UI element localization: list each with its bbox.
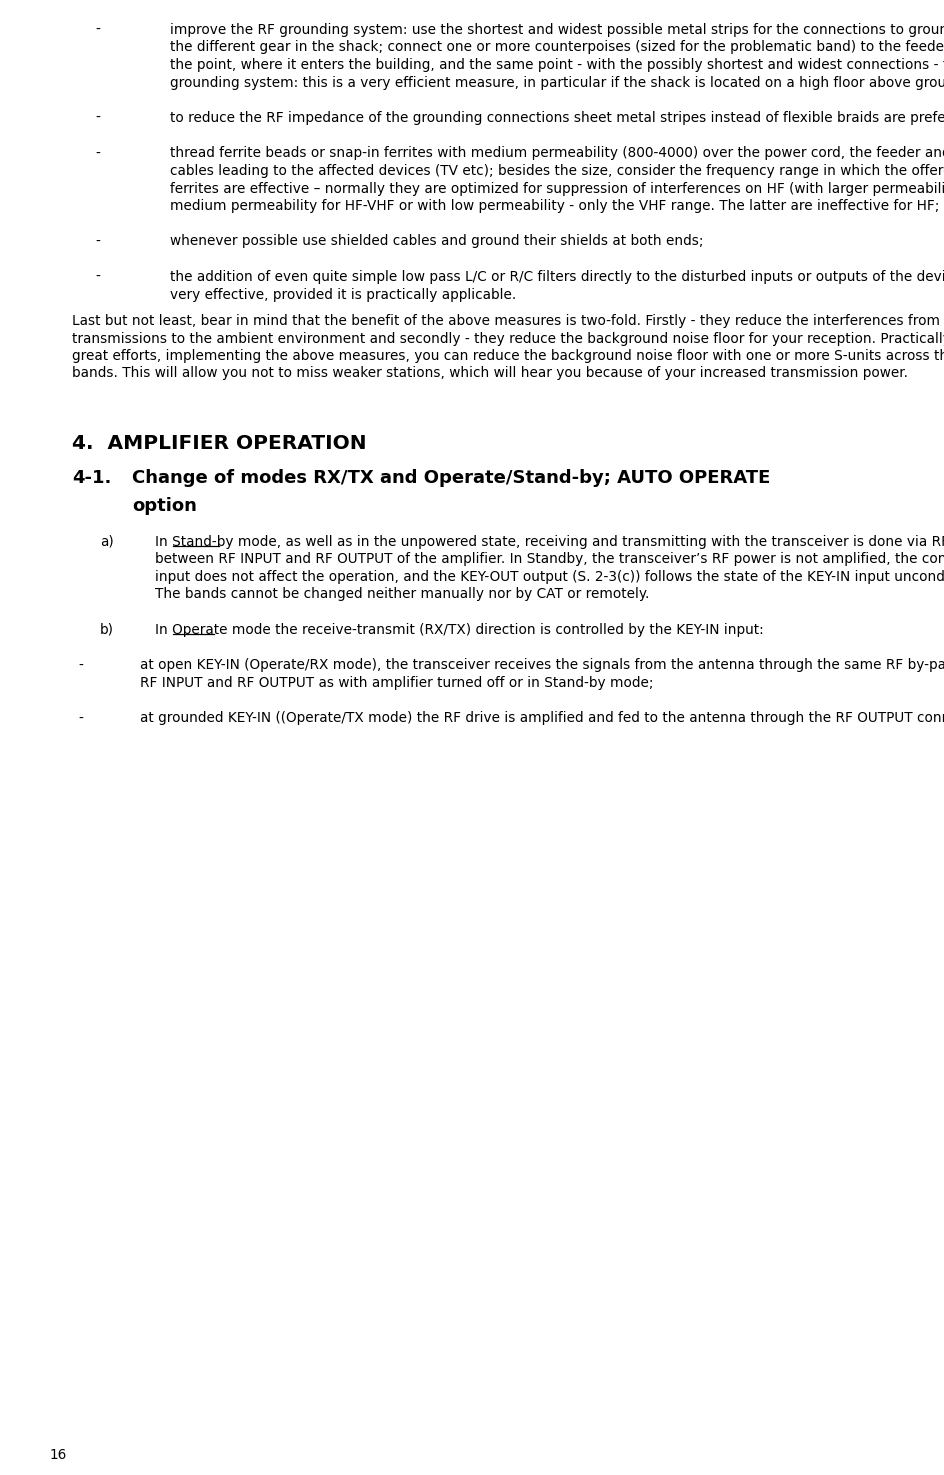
Text: the addition of even quite simple low pass L/C or R/C filters directly to the di: the addition of even quite simple low pa… [170, 270, 944, 285]
Text: The bands cannot be changed neither manually nor by CAT or remotely.: The bands cannot be changed neither manu… [155, 587, 649, 602]
Text: RF INPUT and RF OUTPUT as with amplifier turned off or in Stand-by mode;: RF INPUT and RF OUTPUT as with amplifier… [140, 676, 653, 690]
Text: -: - [78, 711, 83, 726]
Text: the different gear in the shack; connect one or more counterpoises (sized for th: the different gear in the shack; connect… [170, 40, 944, 55]
Text: between RF INPUT and RF OUTPUT of the amplifier. In Standby, the transceiver’s R: between RF INPUT and RF OUTPUT of the am… [155, 553, 944, 566]
Text: the point, where it enters the building, and the same point - with the possibly : the point, where it enters the building,… [170, 58, 944, 72]
Text: at grounded KEY-IN ((Operate/TX mode) the RF drive is amplified and fed to the a: at grounded KEY-IN ((Operate/TX mode) th… [140, 711, 944, 726]
Text: great efforts, implementing the above measures, you can reduce the background no: great efforts, implementing the above me… [72, 350, 944, 363]
Text: very effective, provided it is practically applicable.: very effective, provided it is practical… [170, 288, 515, 301]
Text: Change of modes RX/TX and Operate/Stand-by; AUTO OPERATE: Change of modes RX/TX and Operate/Stand-… [132, 469, 769, 487]
Text: at open KEY-IN (Operate/RX mode), the transceiver receives the signals from the : at open KEY-IN (Operate/RX mode), the tr… [140, 658, 944, 673]
Text: -: - [95, 146, 100, 161]
Text: 4-1.: 4-1. [72, 469, 111, 487]
Text: -: - [78, 658, 83, 673]
Text: option: option [132, 497, 196, 515]
Text: 4.  AMPLIFIER OPERATION: 4. AMPLIFIER OPERATION [72, 435, 366, 453]
Text: -: - [95, 235, 100, 248]
Text: grounding system: this is a very efficient measure, in particular if the shack i: grounding system: this is a very efficie… [170, 75, 944, 90]
Text: cables leading to the affected devices (TV etc); besides the size, consider the : cables leading to the affected devices (… [170, 164, 944, 178]
Text: -: - [95, 24, 100, 37]
Text: b): b) [100, 622, 114, 637]
Text: a): a) [100, 535, 113, 549]
Text: -: - [95, 111, 100, 125]
Text: whenever possible use shielded cables and ground their shields at both ends;: whenever possible use shielded cables an… [170, 235, 702, 248]
Text: bands. This will allow you not to miss weaker stations, which will hear you beca: bands. This will allow you not to miss w… [72, 366, 907, 381]
Text: In Stand-by mode, as well as in the unpowered state, receiving and transmitting : In Stand-by mode, as well as in the unpo… [155, 535, 944, 549]
Text: ferrites are effective – normally they are optimized for suppression of interfer: ferrites are effective – normally they a… [170, 181, 944, 196]
Text: medium permeability for HF-VHF or with low permeability - only the VHF range. Th: medium permeability for HF-VHF or with l… [170, 199, 938, 212]
Text: thread ferrite beads or snap-in ferrites with medium permeability (800-4000) ove: thread ferrite beads or snap-in ferrites… [170, 146, 944, 161]
Text: -: - [95, 270, 100, 285]
Text: improve the RF grounding system: use the shortest and widest possible metal stri: improve the RF grounding system: use the… [170, 24, 944, 37]
Text: transmissions to the ambient environment and secondly - they reduce the backgrou: transmissions to the ambient environment… [72, 332, 944, 345]
Text: input does not affect the operation, and the KEY-OUT output (S. 2-3(c)) follows : input does not affect the operation, and… [155, 569, 944, 584]
Text: to reduce the RF impedance of the grounding connections sheet metal stripes inst: to reduce the RF impedance of the ground… [170, 111, 944, 125]
Text: In Operate mode the receive-transmit (RX/TX) direction is controlled by the KEY-: In Operate mode the receive-transmit (RX… [155, 622, 763, 637]
Text: Last but not least, bear in mind that the benefit of the above measures is two-f: Last but not least, bear in mind that th… [72, 314, 944, 327]
Text: 16: 16 [50, 1448, 67, 1462]
